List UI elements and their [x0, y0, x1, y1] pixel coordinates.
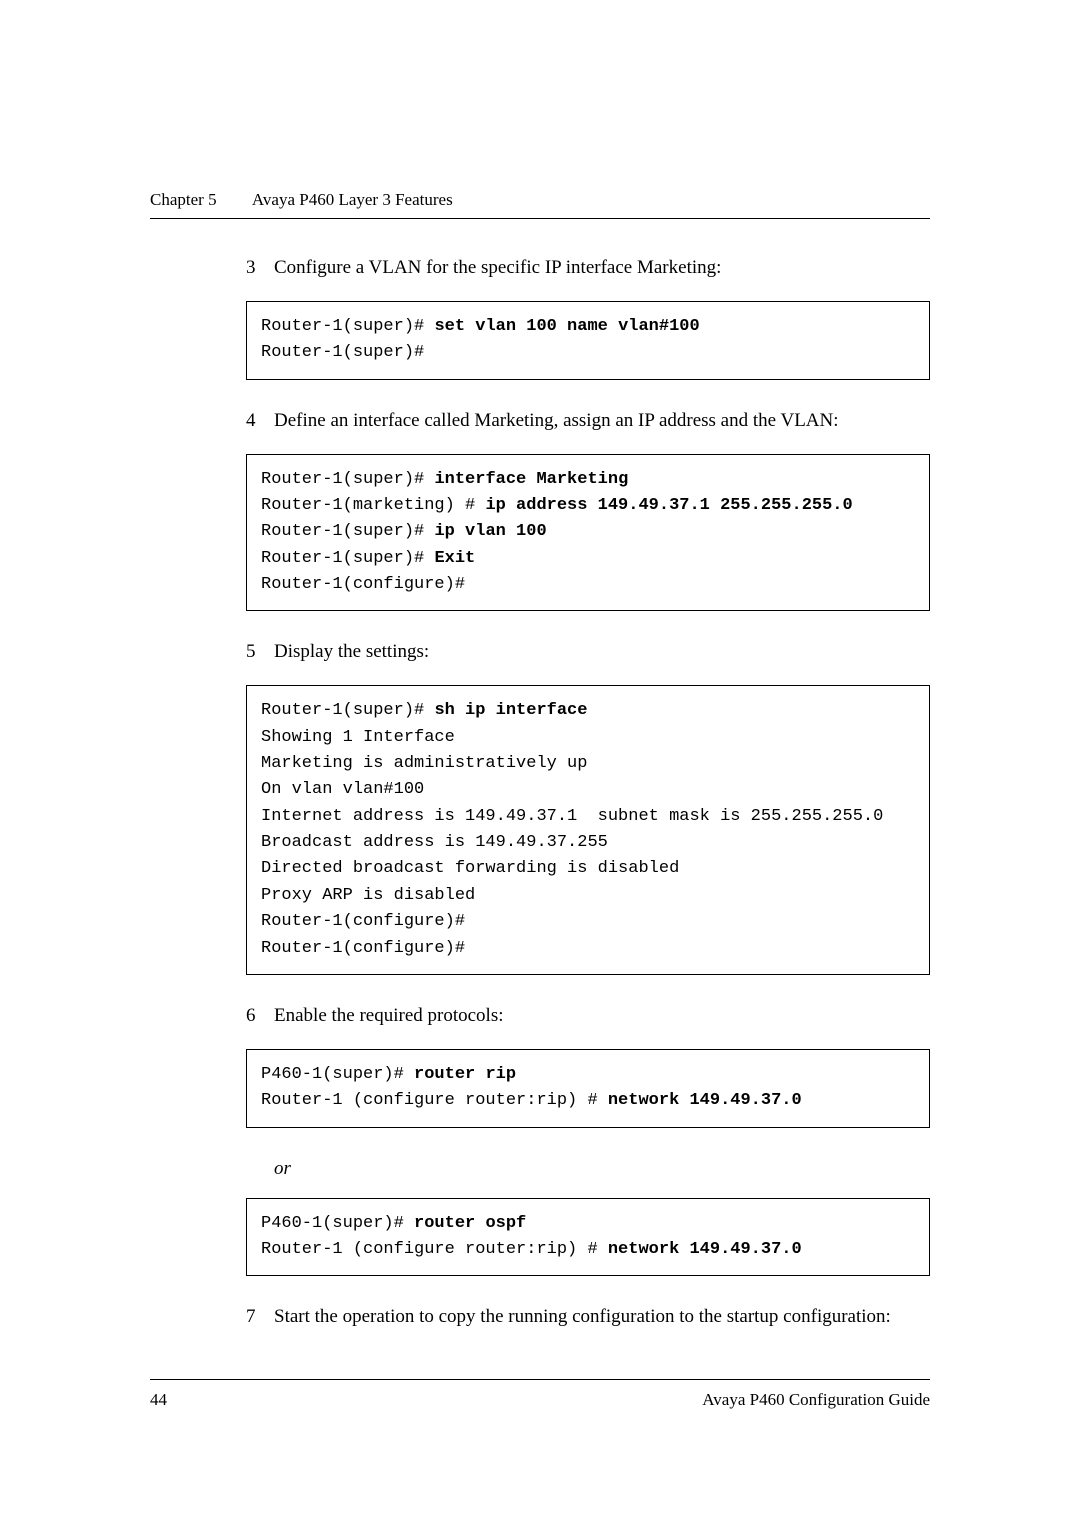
step-number: 5 — [246, 641, 274, 663]
chapter-title: Avaya P460 Layer 3 Features — [252, 190, 453, 209]
step-number: 7 — [246, 1306, 274, 1328]
code-line: Router-1(super)# — [261, 522, 434, 541]
code-bold: router rip — [414, 1065, 516, 1084]
code-bold: ip vlan 100 — [434, 522, 546, 541]
code-box-3: Router-1(super)# set vlan 100 name vlan#… — [246, 301, 930, 380]
code-bold: network 149.49.37.0 — [608, 1240, 802, 1259]
code-line: Internet address is 149.49.37.1 subnet m… — [261, 807, 883, 826]
step-6: 6 Enable the required protocols: — [246, 1005, 930, 1027]
header-rule — [150, 218, 930, 219]
code-line: P460-1(super)# — [261, 1065, 414, 1084]
code-line: P460-1(super)# — [261, 1214, 414, 1233]
step-text: Define an interface called Marketing, as… — [274, 410, 930, 432]
code-box-6a: P460-1(super)# router rip Router-1 (conf… — [246, 1049, 930, 1128]
step-4: 4 Define an interface called Marketing, … — [246, 410, 930, 432]
or-text: or — [274, 1158, 930, 1180]
code-line: Router-1(super)# — [261, 549, 434, 568]
code-bold: Exit — [434, 549, 475, 568]
step-text: Start the operation to copy the running … — [274, 1306, 930, 1328]
code-line: Router-1 (configure router:rip) # — [261, 1240, 608, 1259]
code-line: Router-1(super)# — [261, 343, 424, 362]
code-line: Directed broadcast forwarding is disable… — [261, 859, 679, 878]
chapter-label: Chapter 5 — [150, 190, 217, 209]
code-box-4: Router-1(super)# interface Marketing Rou… — [246, 454, 930, 612]
code-line: Marketing is administratively up — [261, 754, 587, 773]
code-line: Router-1(configure)# — [261, 939, 465, 958]
code-line: Broadcast address is 149.49.37.255 — [261, 833, 608, 852]
code-line: Router-1(configure)# — [261, 912, 465, 931]
page-header: Chapter 5 Avaya P460 Layer 3 Features — [150, 190, 930, 210]
code-line: Router-1 (configure router:rip) # — [261, 1091, 608, 1110]
code-bold: ip address 149.49.37.1 255.255.255.0 — [485, 496, 852, 515]
step-3: 3 Configure a VLAN for the specific IP i… — [246, 257, 930, 279]
code-line: Proxy ARP is disabled — [261, 886, 475, 905]
code-line: Router-1(super)# — [261, 701, 434, 720]
step-text: Display the settings: — [274, 641, 930, 663]
code-bold: router ospf — [414, 1214, 526, 1233]
code-line: Router-1(marketing) # — [261, 496, 485, 515]
code-line: Router-1(configure)# — [261, 575, 465, 594]
code-line: Router-1(super)# — [261, 317, 434, 336]
footer-rule — [150, 1379, 930, 1380]
code-bold: network 149.49.37.0 — [608, 1091, 802, 1110]
page-content: 3 Configure a VLAN for the specific IP i… — [150, 257, 930, 1328]
step-number: 3 — [246, 257, 274, 279]
step-text: Configure a VLAN for the specific IP int… — [274, 257, 930, 279]
page-number: 44 — [150, 1390, 167, 1410]
code-line: Router-1(super)# — [261, 470, 434, 489]
step-text: Enable the required protocols: — [274, 1005, 930, 1027]
code-line: On vlan vlan#100 — [261, 780, 424, 799]
doc-title: Avaya P460 Configuration Guide — [702, 1390, 930, 1410]
code-bold: set vlan 100 name vlan#100 — [434, 317, 699, 336]
code-line: Showing 1 Interface — [261, 728, 455, 747]
step-5: 5 Display the settings: — [246, 641, 930, 663]
code-box-5: Router-1(super)# sh ip interface Showing… — [246, 685, 930, 974]
code-box-6b: P460-1(super)# router ospf Router-1 (con… — [246, 1198, 930, 1277]
code-bold: sh ip interface — [434, 701, 587, 720]
code-bold: interface Marketing — [434, 470, 628, 489]
step-number: 4 — [246, 410, 274, 432]
step-7: 7 Start the operation to copy the runnin… — [246, 1306, 930, 1328]
step-number: 6 — [246, 1005, 274, 1027]
page-footer: 44 Avaya P460 Configuration Guide — [150, 1379, 930, 1410]
